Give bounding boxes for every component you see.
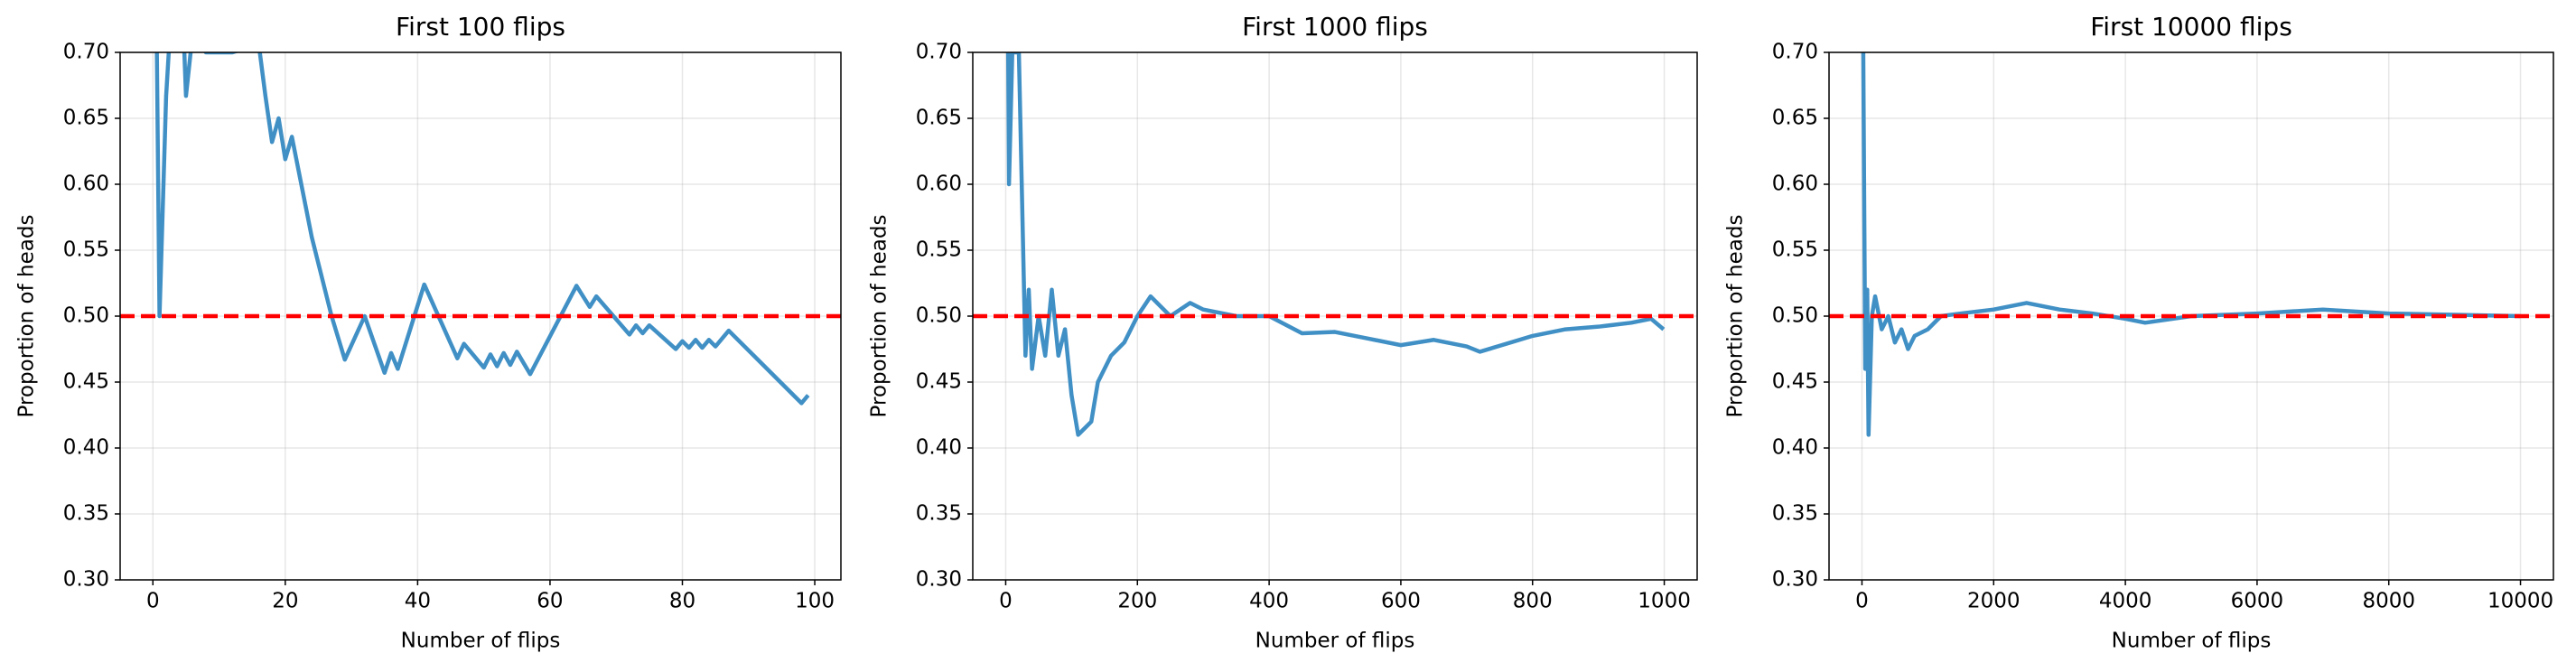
x-tick-label: 80 — [669, 590, 695, 613]
y-tick-label: 0.45 — [63, 370, 109, 394]
y-tick-label: 0.70 — [1772, 41, 1818, 64]
data-line — [1005, 52, 1666, 437]
axes-frame — [972, 51, 1698, 581]
x-tick-label: 100 — [795, 590, 835, 613]
y-tick-label: 0.70 — [63, 41, 109, 64]
y-tick-label: 0.65 — [1772, 107, 1818, 130]
x-tick-label: 40 — [405, 590, 431, 613]
y-tick-label: 0.30 — [916, 568, 962, 592]
y-tick-label: 0.45 — [1772, 370, 1818, 394]
y-tick-label: 0.50 — [1772, 304, 1818, 328]
chart-title: First 10000 flips — [2090, 12, 2292, 42]
chart-title: First 1000 flips — [1242, 12, 1428, 42]
x-tick-label: 6000 — [2231, 590, 2284, 613]
y-tick-label: 0.65 — [916, 107, 962, 130]
subplot: 0.30 0.35 0.40 0.45 0.50 0.55 0.60 0.65 0.70 0 200… — [868, 12, 1698, 653]
y-tick-label: 0.50 — [63, 304, 109, 328]
y-tick-label: 0.55 — [63, 238, 109, 262]
y-tick-label: 0.35 — [916, 502, 962, 526]
chart-title: First 100 flips — [396, 12, 565, 42]
x-tick-label: 2000 — [1967, 590, 2021, 613]
x-tick-label: 10000 — [2487, 590, 2553, 613]
x-tick-label: 0 — [999, 590, 1013, 613]
x-tick-label: 20 — [272, 590, 298, 613]
x-tick-label: 4000 — [2099, 590, 2152, 613]
y-tick-label: 0.60 — [1772, 173, 1818, 196]
axes-frame — [1828, 51, 2554, 581]
data-line — [1861, 52, 2521, 437]
y-tick-label: 0.30 — [1772, 568, 1818, 592]
y-tick-label: 0.45 — [916, 370, 962, 394]
x-tick-label: 8000 — [2362, 590, 2415, 613]
x-axis-label: Number of flips — [1255, 630, 1415, 653]
axes-frame — [119, 51, 842, 581]
y-tick-label: 0.70 — [916, 41, 962, 64]
y-tick-label: 0.40 — [1772, 436, 1818, 460]
y-tick-label: 0.60 — [916, 173, 962, 196]
x-axis-label: Number of flips — [2112, 630, 2272, 653]
y-axis-label: Proportion of heads — [15, 215, 39, 418]
x-tick-label: 60 — [537, 590, 563, 613]
y-tick-label: 0.35 — [63, 502, 109, 526]
x-tick-label: 600 — [1381, 590, 1421, 613]
y-tick-label: 0.65 — [63, 107, 109, 130]
x-axis-label: Number of flips — [401, 630, 561, 653]
subplot: 0.30 0.35 0.40 0.45 0.50 0.55 0.60 0.65 0.70 0 200… — [1724, 12, 2554, 653]
y-axis-label: Proportion of heads — [868, 215, 891, 418]
y-tick-label: 0.40 — [63, 436, 109, 460]
x-tick-label: 0 — [146, 590, 160, 613]
x-tick-label: 400 — [1249, 590, 1289, 613]
y-tick-label: 0.30 — [63, 568, 109, 592]
subplot: 0.30 0.35 0.40 0.45 0.50 0.55 0.60 0.65 0.70 0 20 4… — [15, 12, 842, 653]
x-tick-label: 200 — [1117, 590, 1157, 613]
data-line — [154, 52, 810, 406]
x-tick-label: 0 — [1855, 590, 1869, 613]
y-tick-label: 0.55 — [916, 238, 962, 262]
y-tick-label: 0.50 — [916, 304, 962, 328]
y-axis-label: Proportion of heads — [1724, 215, 1748, 418]
y-tick-label: 0.35 — [1772, 502, 1818, 526]
x-tick-label: 800 — [1513, 590, 1553, 613]
x-tick-label: 1000 — [1638, 590, 1691, 613]
y-tick-label: 0.60 — [63, 173, 109, 196]
y-tick-label: 0.40 — [916, 436, 962, 460]
y-tick-label: 0.55 — [1772, 238, 1818, 262]
